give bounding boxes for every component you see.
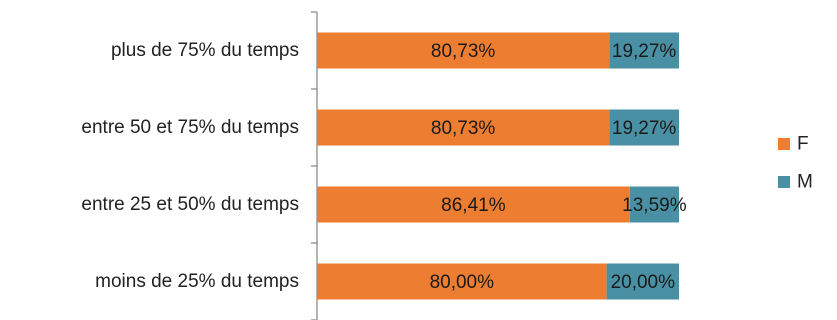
- bar-segment-f: [317, 186, 630, 223]
- legend-swatch-m: [778, 176, 790, 188]
- data-label-m: 19,27%: [612, 41, 677, 62]
- data-label-f: 80,73%: [431, 41, 496, 62]
- legend-swatch-f: [778, 138, 790, 150]
- data-label-f: 80,73%: [431, 118, 496, 139]
- bar-segment-f: [317, 32, 610, 69]
- category-label: moins de 25% du temps: [95, 271, 299, 292]
- data-label-m: 19,27%: [612, 118, 677, 139]
- data-label-f: 86,41%: [441, 195, 506, 216]
- bar-segment-m: [609, 109, 679, 146]
- data-label-m: 13,59%: [622, 195, 687, 216]
- bar-segment-f: [317, 109, 610, 146]
- category-label: entre 25 et 50% du temps: [81, 194, 299, 215]
- bar-segment-m: [629, 186, 679, 223]
- bar-segment-m: [609, 32, 679, 69]
- legend-label-f: F: [797, 134, 809, 155]
- data-label-m: 20,00%: [611, 272, 676, 293]
- category-label: plus de 75% du temps: [111, 40, 299, 61]
- category-label: entre 50 et 75% du temps: [81, 117, 299, 138]
- data-label-f: 80,00%: [430, 272, 495, 293]
- bar-segment-m: [606, 263, 679, 300]
- bar-segment-f: [317, 263, 607, 300]
- legend-label-m: M: [797, 172, 813, 193]
